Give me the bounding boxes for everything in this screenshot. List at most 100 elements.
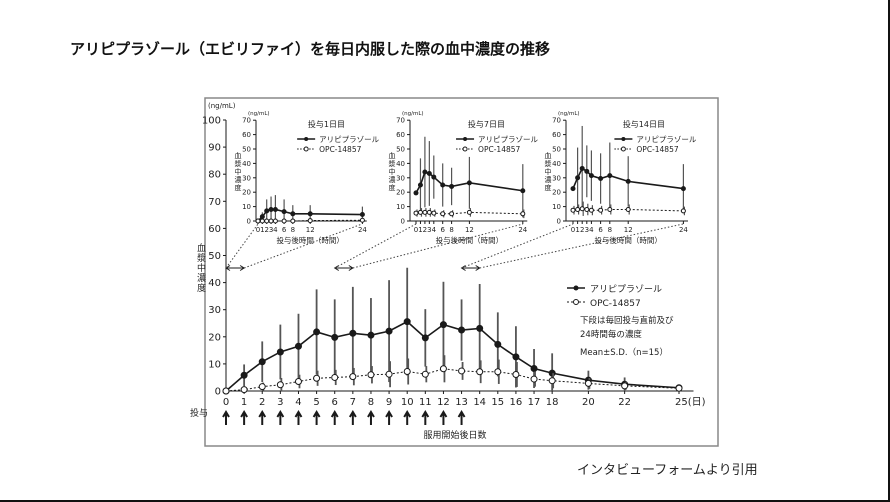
inset2-opc-14857-point [426,209,432,215]
main-x-tick-label: 20 [582,397,595,408]
inset3-opc-14857-point [588,207,594,213]
main-aripiprazole-point [349,329,357,337]
inset2-aripiprazole-point [413,190,419,196]
inset1-opc-14857-point [281,218,287,224]
inset1-opc-14857-point [259,218,265,224]
inset1-legend-opc-label: OPC-14857 [319,145,361,154]
inset3-y-tick-label: 30 [552,174,561,182]
connector-line [461,223,574,269]
main-y-tick-label: 30 [208,305,221,316]
range-arrow [333,265,354,271]
main-y-tick-label: 80 [208,170,221,181]
inset1-opc-14857-point [268,218,274,224]
inset3-y-tick-label: 0 [557,217,561,225]
inset2-y-tick-label: 50 [396,145,405,153]
main-x-tick-label: 12 [437,397,450,408]
inset3-x-tick-label: 12 [624,226,633,234]
inset1-aripiprazole-point [268,206,274,212]
inset3-y-tick-label: 70 [552,117,561,125]
range-arrow [460,265,481,271]
main-x-tick-label: 16 [510,397,523,408]
main-opc-14857-point [276,381,284,389]
main-y-tick-label: 50 [208,251,221,262]
inset2-y-tick-label: 70 [396,117,405,125]
main-opc-14857-point [222,387,230,395]
main-x-tick-label: 11 [419,397,432,408]
inset3-legend-opc-marker [620,146,626,152]
inset1-legend-aripiprazole-label: アリピプラゾール [319,135,379,144]
inset2-aripiprazole-point [422,169,428,175]
inset2-aripiprazole-point [431,174,437,180]
inset2-y-unit: (ng/mL) [402,111,424,117]
main-y-tick-label: 20 [208,332,221,343]
inset1-title: 投与1日目 [308,119,345,129]
inset3-x-tick-label: 4 [589,226,594,234]
slide-title: アリピプラゾール（エビリファイ）を毎日内服した際の血中濃度の推移 [70,40,551,58]
inset1-legend-opc-marker [303,146,309,152]
inset3-y-label: 血漿中濃度 [544,151,552,192]
inset3-legend-aripiprazole-label: アリピプラゾール [636,135,696,144]
chart-note: Mean±S.D.（n=15） [580,347,668,358]
inset1-aripiprazole-point [272,206,278,212]
inset1-x-tick-label: 1 [260,226,264,234]
dosing-arrow [222,410,230,425]
main-aripiprazole-point [403,318,411,326]
inset2-opc-14857-point [417,209,423,215]
main-opc-14857-point [349,373,357,381]
inset2-aripiprazole-point [466,180,472,186]
main-opc-14857-point [403,367,411,375]
inset2-legend-aripiprazole-marker [463,137,468,141]
inset2-opc-14857-point [520,211,526,217]
chart-note: 24時間毎の濃度 [580,329,642,340]
inset1-aripiprazole-point [259,214,265,220]
inset2-x-tick-label: 8 [449,226,453,234]
main-aripiprazole-point [439,321,447,329]
inset3-x-label: 投与後時間（時間） [594,235,662,245]
inset1-y-tick-label: 70 [242,117,251,125]
connector-line [352,223,524,269]
connector-line [334,223,417,269]
inset3-opc-14857-point [570,207,576,213]
inset2-aripiprazole-point [417,182,423,188]
main-opc-14857-point [548,377,556,385]
connector-line [225,223,259,269]
main-opc-14857-point [530,375,538,383]
inset1-opc-14857-point [255,218,261,224]
inset2-x-tick-label: 12 [465,226,474,234]
inset1-x-tick-label: 6 [282,226,287,234]
main-aripiprazole-point [421,334,429,342]
inset1-x-tick-label: 8 [291,226,295,234]
inset2-opc-14857-point [466,209,472,215]
main-y-tick-label: 70 [208,197,221,208]
main-y-tick-label: 10 [208,359,221,370]
inset1-x-tick-label: 12 [306,226,315,234]
main-opc-14857-point [494,368,502,376]
inset2-y-tick-label: 30 [396,174,405,182]
main-x-tick-label: 6 [332,397,338,408]
inset2-y-tick-label: 60 [396,131,405,139]
main-aripiprazole-point [367,331,375,339]
inset1-y-tick-label: 0 [247,217,251,225]
main-x-tick-label: 3 [277,397,283,408]
dosing-arrow [367,410,375,425]
inset3-x-tick-label: 8 [608,226,612,234]
main-x-tick-label: 14 [473,397,486,408]
main-opc-14857-point [385,370,393,378]
main-opc-14857-point [512,370,520,378]
inset1-opc-14857-point [359,217,365,223]
main-aripiprazole-point [240,371,248,379]
inset2-legend-aripiprazole-label: アリピプラゾール [478,135,538,144]
dosing-arrow [348,410,357,425]
main-x-tick-label: 7 [350,397,356,408]
main-x-tick-label: 18 [546,397,559,408]
dosing-arrow [439,410,448,425]
inset3-y-unit: (ng/mL) [558,111,580,117]
inset1-y-label: 血漿中濃度 [234,151,242,192]
inset2-title: 投与7日目 [468,119,505,129]
main-opc-14857-point [240,386,248,394]
inset2-aripiprazole-point [426,170,432,176]
main-opc-14857-point [313,374,321,382]
inset1-x-tick-label: 3 [269,226,273,234]
main-aripiprazole-point [294,342,302,350]
inset3-x-tick-label: 0 [571,226,575,234]
